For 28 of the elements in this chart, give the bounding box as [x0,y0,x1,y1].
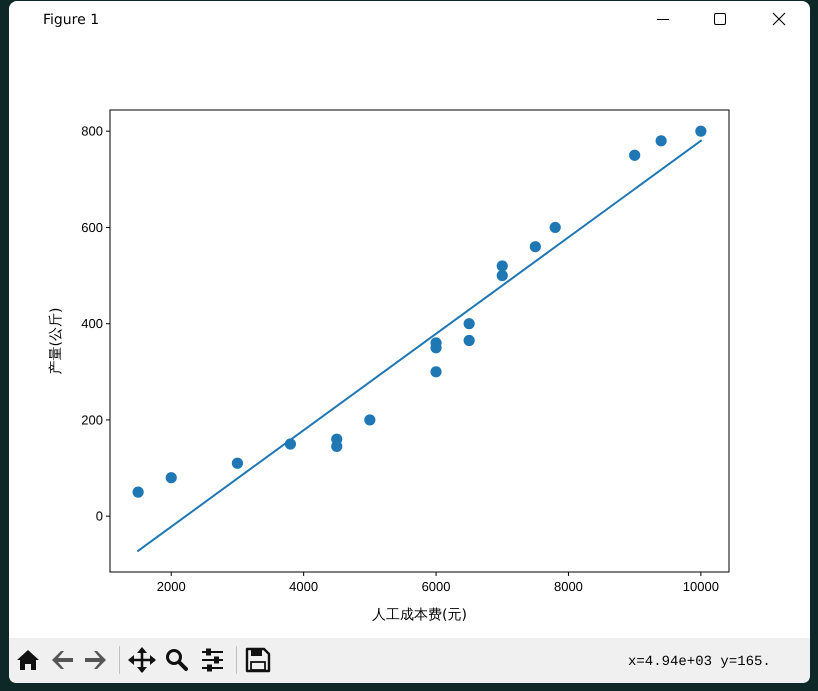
text: x=4.94e+03 y=165. [628,654,771,670]
caption: Figure 1 [43,12,100,28]
point [430,366,442,378]
point [232,458,244,469]
point [464,334,475,346]
point [629,150,640,161]
point [496,270,508,282]
y-tick-label: 0 [96,508,103,524]
y-tick-label: 800 [81,124,103,139]
y-tick-label: 600 [81,220,103,235]
point [530,241,541,252]
point [464,318,475,330]
point [550,222,561,234]
x-axis-title: 人工成本费(元) [372,607,467,623]
x-tick-label: 8000 [554,579,583,594]
point [132,486,144,498]
point [364,414,376,426]
x-tick-label: 10000 [682,579,719,594]
point [695,126,706,137]
x-tick-label: 6000 [422,579,451,594]
y-axis-title: 产量(公斤) [48,308,64,374]
y-tick-label: 200 [81,412,103,428]
point [166,472,177,484]
point [496,260,508,272]
y-tick-label: 400 [81,316,103,332]
point [656,135,667,146]
x-tick-label: 4000 [289,579,318,594]
x-tick-label: 2000 [156,579,186,594]
